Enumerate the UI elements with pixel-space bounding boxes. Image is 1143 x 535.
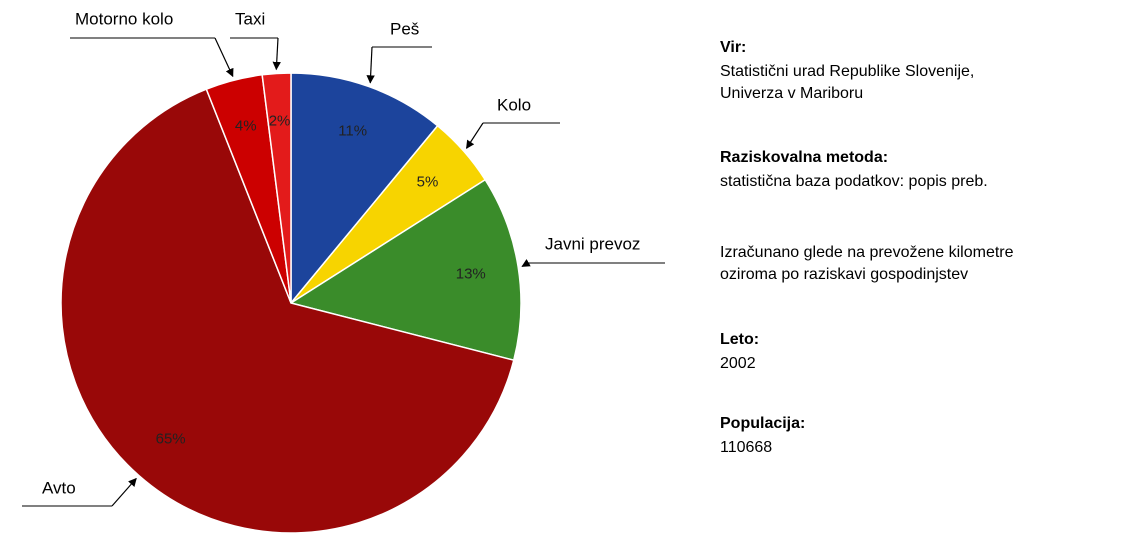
info-heading: Vir: (720, 39, 746, 56)
info-line: 110668 (720, 439, 772, 456)
leader-line (521, 258, 531, 267)
slice-percent: 5% (417, 174, 439, 191)
info-line: oziroma po raziskavi gospodinjstev (720, 266, 968, 283)
info-line: Univerza v Mariboru (720, 85, 863, 102)
info-heading: Leto: (720, 331, 759, 348)
slice-label: Javni prevoz (545, 234, 640, 253)
info-line: Statistični urad Republike Slovenije, (720, 63, 974, 80)
leader-line (111, 477, 137, 507)
info-heading: Raziskovalna metoda: (720, 149, 888, 166)
leader-line (366, 46, 375, 84)
pie-slice (290, 72, 439, 306)
leader-line (214, 37, 234, 78)
info-line: statistična baza podatkov: popis preb. (720, 173, 988, 190)
info-heading: Populacija: (720, 415, 805, 432)
pie-slice (289, 178, 522, 362)
slice-label: Motorno kolo (75, 9, 173, 28)
pie-slice (60, 88, 515, 534)
slice-percent: 4% (235, 118, 257, 135)
slice-label: Peš (390, 19, 419, 38)
leader-line (272, 37, 281, 71)
slice-label: Kolo (497, 95, 531, 114)
info-line: Izračunano glede na prevožene kilometre (720, 244, 1014, 261)
slice-label: Taxi (235, 9, 265, 28)
slice-percent: 13% (456, 265, 486, 282)
info-line: 2002 (720, 355, 756, 372)
slice-label: Avto (42, 478, 76, 497)
pie-slice (261, 72, 292, 304)
slice-percent: 65% (156, 430, 186, 447)
slice-percent: 2% (269, 112, 291, 129)
leader-line (466, 122, 484, 149)
slice-percent: 11% (338, 123, 367, 140)
